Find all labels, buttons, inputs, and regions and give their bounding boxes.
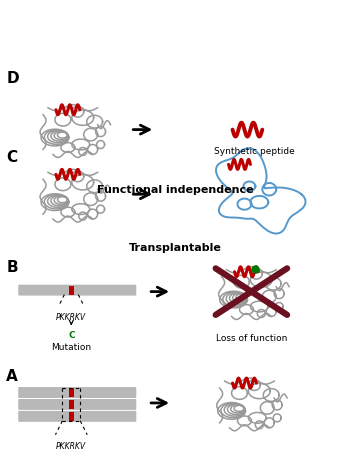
FancyBboxPatch shape xyxy=(18,387,136,398)
Text: Loss of function: Loss of function xyxy=(216,334,287,342)
Text: Transplantable: Transplantable xyxy=(128,242,222,252)
Bar xyxy=(69,400,74,409)
Text: B: B xyxy=(6,259,18,274)
Text: C: C xyxy=(6,150,18,165)
Bar xyxy=(69,412,74,421)
Text: PKKRKV: PKKRKV xyxy=(56,441,86,450)
Text: Functional independence: Functional independence xyxy=(97,185,253,195)
Text: D: D xyxy=(6,71,19,86)
FancyBboxPatch shape xyxy=(18,399,136,410)
FancyBboxPatch shape xyxy=(18,285,136,296)
Bar xyxy=(69,286,74,295)
Bar xyxy=(69,388,74,397)
Text: A: A xyxy=(6,369,18,383)
Text: Mutation: Mutation xyxy=(51,342,91,352)
Text: C: C xyxy=(68,330,75,340)
Text: PKKRKV: PKKRKV xyxy=(56,313,86,322)
FancyBboxPatch shape xyxy=(18,411,136,422)
Text: Synthetic peptide: Synthetic peptide xyxy=(214,146,295,155)
